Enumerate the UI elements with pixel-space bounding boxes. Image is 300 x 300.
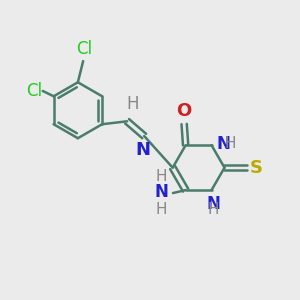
Text: O: O xyxy=(176,102,192,120)
Text: Cl: Cl xyxy=(26,82,43,100)
Text: Cl: Cl xyxy=(76,40,92,58)
Text: H: H xyxy=(225,136,236,151)
Text: H: H xyxy=(155,202,167,217)
Text: N: N xyxy=(217,135,231,153)
Text: N: N xyxy=(154,183,168,201)
Text: N: N xyxy=(206,194,220,212)
Text: H: H xyxy=(155,169,167,184)
Text: S: S xyxy=(250,159,263,177)
Text: H: H xyxy=(127,95,139,113)
Text: N: N xyxy=(135,141,150,159)
Text: H: H xyxy=(207,202,219,217)
